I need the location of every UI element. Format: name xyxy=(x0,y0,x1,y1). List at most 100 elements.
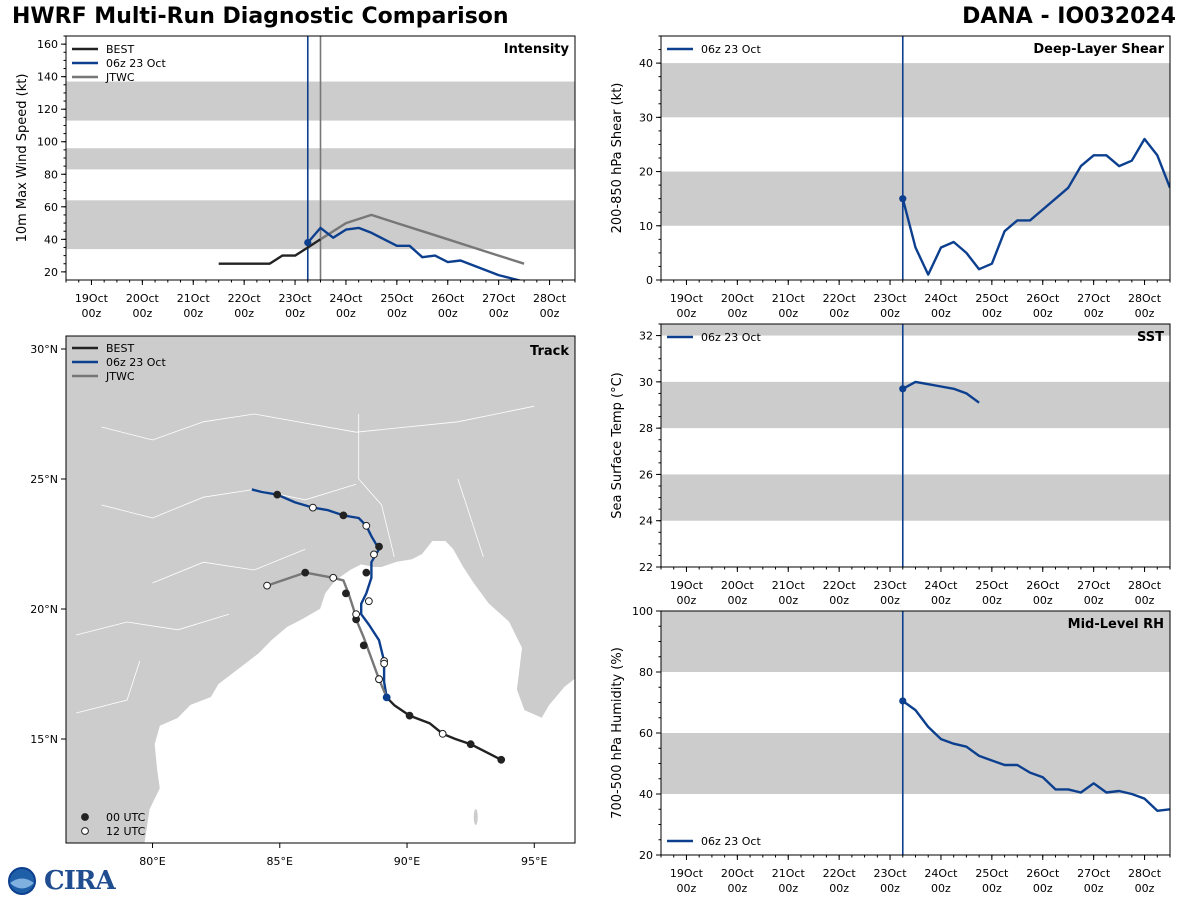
track-marker-legend-symbol xyxy=(81,813,89,821)
rh-xtick-date: 19Oct xyxy=(670,867,704,880)
rh-plot-area xyxy=(661,611,1170,855)
intensity-ylabel: 10m Max Wind Speed (kt) xyxy=(15,74,30,243)
sst-ytick-label: 24 xyxy=(639,515,653,528)
track-legend-label: 06z 23 Oct xyxy=(106,356,166,369)
rh-band xyxy=(661,611,1170,672)
rh-xtick-hour: 00z xyxy=(1135,882,1155,895)
track-point xyxy=(273,490,282,499)
sst-xtick-hour: 00z xyxy=(982,594,1002,607)
rh-xtick-date: 26Oct xyxy=(1026,867,1060,880)
track-point xyxy=(339,511,348,520)
shear-ylabel: 200-850 hPa Shear (kt) xyxy=(610,83,625,234)
track-panel: 80°E 85°E 90°E 95°E 15°N 20°N 25°N 30°N Track BES… xyxy=(30,335,576,868)
sst-series-06z-23-oct xyxy=(902,380,980,404)
admin-border xyxy=(152,548,306,584)
track-jtwc xyxy=(266,571,388,698)
rh-ytick-label: 100 xyxy=(632,605,653,618)
track-point xyxy=(382,693,391,702)
rh-init-marker xyxy=(899,697,907,705)
rh-xtick-hour: 00z xyxy=(982,882,1002,895)
shear-xtick-hour: 00z xyxy=(727,307,747,320)
intensity-legend-label: JTWC xyxy=(105,71,135,84)
intensity-plot-area xyxy=(66,36,575,280)
track-point xyxy=(405,711,414,720)
shear-xtick-date: 20Oct xyxy=(721,292,755,305)
rh-title: Mid-Level RH xyxy=(1068,617,1164,632)
intensity-ytick-label: 140 xyxy=(37,71,58,84)
rh-xtick-date: 20Oct xyxy=(721,867,755,880)
sst-xtick-hour: 00z xyxy=(1033,594,1053,607)
shear-ytick-label: 40 xyxy=(639,57,653,70)
intensity-ytick-label: 40 xyxy=(44,233,58,246)
track-point xyxy=(375,675,383,684)
storm-name: DANA - IO032024 xyxy=(962,4,1176,29)
intensity-xtick-hour: 00z xyxy=(234,307,254,320)
sst-ytick-label: 30 xyxy=(639,376,653,389)
shear-xtick-date: 22Oct xyxy=(823,292,857,305)
rh-ylabel: 700-500 hPa Humidity (%) xyxy=(610,647,625,819)
track-xtick-label: 90°E xyxy=(394,855,420,868)
intensity-xtick-date: 26Oct xyxy=(431,292,465,305)
track-map xyxy=(66,336,575,843)
track-point xyxy=(364,597,373,606)
intensity-ytick-label: 120 xyxy=(37,103,58,116)
intensity-xtick-date: 20Oct xyxy=(126,292,160,305)
sst-frame xyxy=(660,323,1171,568)
intensity-panel: 20 40 60 80 100 120 140 160 19Oct 00z 20Oct 00z 21Oc… xyxy=(15,35,576,320)
intensity-ytick-label: 60 xyxy=(44,201,58,214)
rh-series-06z-23-oct xyxy=(902,700,1170,812)
intensity-legend-label: 06z 23 Oct xyxy=(106,57,166,70)
sst-xtick-hour: 00z xyxy=(677,594,697,607)
admin-border xyxy=(101,405,535,441)
shear-xtick-hour: 00z xyxy=(829,307,849,320)
shear-band xyxy=(661,171,1170,226)
sst-band xyxy=(661,474,1170,521)
sst-xtick-date: 27Oct xyxy=(1077,579,1111,592)
rh-xtick-hour: 00z xyxy=(829,882,849,895)
shear-xtick-hour: 00z xyxy=(1033,307,1053,320)
track-point xyxy=(362,568,371,577)
shear-panel: 0 10 20 30 40 19Oct 00z 20Oct 00z 21Oct 00z 22Oct 00… xyxy=(610,35,1171,320)
intensity-xtick-date: 19Oct xyxy=(75,292,109,305)
intensity-series-best xyxy=(218,238,322,265)
intensity-xtick-hour: 00z xyxy=(336,307,356,320)
intensity-xtick-hour: 00z xyxy=(285,307,305,320)
intensity-xtick-date: 23Oct xyxy=(279,292,313,305)
intensity-title: Intensity xyxy=(504,42,570,57)
sst-title: SST xyxy=(1137,330,1164,345)
rh-xtick-hour: 00z xyxy=(931,882,951,895)
track-frame xyxy=(65,335,576,844)
shear-xtick-hour: 00z xyxy=(1135,307,1155,320)
intensity-ytick-label: 100 xyxy=(37,136,58,149)
intensity-xtick-hour: 00z xyxy=(132,307,152,320)
intensity-xtick-hour: 00z xyxy=(82,307,102,320)
sst-xtick-date: 19Oct xyxy=(670,579,704,592)
rh-xtick-date: 28Oct xyxy=(1128,867,1162,880)
track-point xyxy=(466,740,475,749)
shear-xtick-hour: 00z xyxy=(982,307,1002,320)
shear-xtick-hour: 00z xyxy=(677,307,697,320)
rh-band xyxy=(661,733,1170,794)
intensity-xtick-date: 27Oct xyxy=(482,292,516,305)
sst-xtick-date: 22Oct xyxy=(823,579,857,592)
admin-border xyxy=(358,414,395,558)
sst-xtick-hour: 00z xyxy=(1135,594,1155,607)
track-point xyxy=(497,755,506,764)
track-point xyxy=(301,568,310,577)
intensity-xtick-date: 24Oct xyxy=(329,292,363,305)
track-title: Track xyxy=(530,344,569,359)
shear-xtick-date: 25Oct xyxy=(975,292,1009,305)
track-xtick-label: 95°E xyxy=(521,855,547,868)
shear-xtick-hour: 00z xyxy=(880,307,900,320)
sst-xtick-date: 28Oct xyxy=(1128,579,1162,592)
rh-xtick-date: 25Oct xyxy=(975,867,1009,880)
intensity-legend-label: BEST xyxy=(106,43,134,56)
track-xtick-label: 80°E xyxy=(139,855,165,868)
logo: CIRA xyxy=(6,866,116,896)
track-point xyxy=(380,659,389,668)
intensity-xtick-hour: 00z xyxy=(387,307,407,320)
rh-ytick-label: 40 xyxy=(639,788,653,801)
shear-xtick-hour: 00z xyxy=(1084,307,1104,320)
shear-xtick-date: 28Oct xyxy=(1128,292,1162,305)
